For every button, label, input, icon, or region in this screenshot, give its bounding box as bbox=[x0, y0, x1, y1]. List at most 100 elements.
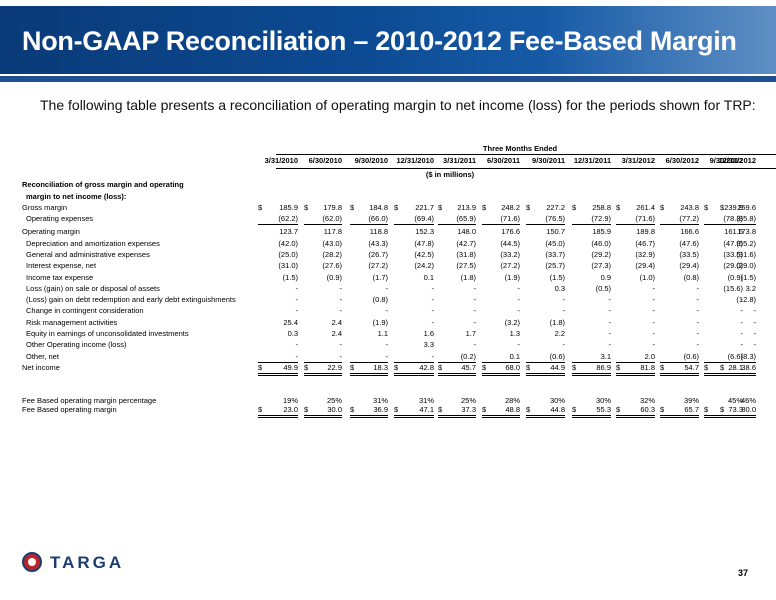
currency-symbol: $ bbox=[704, 362, 709, 372]
table-cell: 0.1 bbox=[509, 351, 520, 361]
table-cell: 1.6 bbox=[423, 329, 434, 338]
table-cell: - bbox=[385, 340, 389, 350]
table-cell: (0.9) bbox=[326, 272, 342, 282]
double-underline-rule bbox=[258, 372, 298, 376]
row-label: Change in contingent consideration bbox=[26, 306, 144, 316]
table-cell: (1.9) bbox=[504, 272, 520, 282]
table-cell: - bbox=[473, 283, 477, 293]
underline-rule bbox=[526, 361, 565, 363]
table-cell: 23.0 bbox=[283, 405, 298, 414]
row-label: Net income bbox=[22, 362, 60, 372]
table-cell: (33.5) bbox=[723, 249, 743, 259]
table-cell: - bbox=[431, 295, 435, 305]
table-cell: - bbox=[753, 317, 757, 327]
table-cell: - bbox=[652, 295, 656, 305]
table-cell: 185.9 bbox=[279, 203, 298, 212]
table-row: Depreciation and amortization expenses (4… bbox=[20, 239, 758, 249]
underline-rule bbox=[258, 361, 298, 363]
table-cell: 150.7 bbox=[546, 227, 565, 237]
underline-rule bbox=[304, 361, 342, 363]
table-cell: (0.8) bbox=[372, 295, 388, 305]
row-label: Risk management activities bbox=[26, 317, 118, 327]
table-cell: - bbox=[652, 340, 656, 350]
table-cell: (65.9) bbox=[456, 214, 476, 224]
underline-rule bbox=[616, 361, 655, 363]
row-label: Depreciation and amortization expenses bbox=[26, 238, 160, 248]
table-cell: - bbox=[517, 306, 521, 316]
table-cell: 60.3 bbox=[640, 405, 655, 414]
table-cell: - bbox=[517, 283, 521, 293]
table-row: (Loss) gain on debt redemption and early… bbox=[20, 295, 758, 305]
table-cell: (33.7) bbox=[545, 249, 565, 259]
table-cell: 0.3 bbox=[287, 329, 298, 338]
column-header: 3/31/2011 bbox=[443, 156, 476, 165]
table-cell: 68.0 bbox=[505, 362, 520, 372]
currency-symbol: $ bbox=[720, 203, 725, 212]
double-underline-rule bbox=[350, 415, 388, 418]
underline-rule bbox=[526, 224, 565, 226]
table-cell: 123.7 bbox=[279, 227, 298, 237]
underline-rule bbox=[304, 224, 342, 226]
table-cell: (26.7) bbox=[368, 249, 388, 259]
table-cell: (85.8) bbox=[736, 214, 756, 224]
currency-symbol: $ bbox=[304, 405, 309, 414]
table-cell: 73.3 bbox=[728, 405, 743, 414]
table-cell: - bbox=[652, 306, 656, 316]
table-cell: - bbox=[740, 306, 744, 316]
row-label: Operating expenses bbox=[26, 214, 94, 224]
table-cell: 1.1 bbox=[377, 329, 388, 338]
table-cell: - bbox=[339, 306, 343, 316]
currency-symbol: $ bbox=[350, 362, 355, 372]
table-cell: (43.3) bbox=[368, 238, 388, 248]
table-row: Other, net - - - - (0.2) 0.1 (0.6) 3.1 2.0 (0.6) (6… bbox=[20, 352, 758, 362]
table-cell: - bbox=[473, 340, 477, 350]
table-cell: (1.5) bbox=[740, 272, 756, 282]
title-banner bbox=[0, 6, 776, 74]
table-cell: 176.6 bbox=[501, 227, 520, 237]
table-cell: 45.7 bbox=[461, 362, 476, 372]
table-cell: 152.3 bbox=[415, 227, 434, 237]
table-cell: - bbox=[753, 306, 757, 316]
double-underline-rule bbox=[720, 415, 756, 418]
table-cell: (29.0) bbox=[736, 261, 756, 271]
table-cell: 184.8 bbox=[369, 203, 388, 212]
table-cell: (1.9) bbox=[372, 317, 388, 327]
currency-symbol: $ bbox=[660, 203, 665, 212]
table-cell: (27.5) bbox=[456, 261, 476, 271]
double-underline-rule bbox=[660, 372, 699, 376]
table-cell: 243.8 bbox=[680, 203, 699, 212]
underline-rule bbox=[720, 361, 756, 363]
row-label: Reconciliation of gross margin and opera… bbox=[22, 180, 184, 189]
table-cell: 44.9 bbox=[550, 362, 565, 372]
table-cell: (27.2) bbox=[500, 261, 520, 271]
table-cell: 31% bbox=[372, 396, 388, 405]
column-header: 6/30/2010 bbox=[308, 156, 342, 165]
table-cell: 185.9 bbox=[592, 227, 611, 237]
table-cell: (0.2) bbox=[460, 351, 476, 361]
table-cell: 36.9 bbox=[373, 405, 388, 414]
currency-symbol: $ bbox=[572, 405, 577, 414]
table-cell: - bbox=[696, 295, 700, 305]
table-cell: (0.6) bbox=[683, 351, 699, 361]
group-header-rule bbox=[276, 154, 776, 155]
table-cell: (46.0) bbox=[591, 238, 611, 248]
table-cell: - bbox=[517, 340, 521, 350]
table-cell: 239.9 bbox=[724, 203, 743, 212]
table-cell: (27.3) bbox=[591, 261, 611, 271]
column-header: 12/31/2012 bbox=[718, 156, 756, 165]
table-cell: - bbox=[339, 295, 343, 305]
table-cell: (15.6) bbox=[723, 283, 743, 293]
table-cell: 22.9 bbox=[327, 362, 342, 372]
currency-symbol: $ bbox=[572, 203, 577, 212]
currency-symbol: $ bbox=[258, 362, 263, 372]
double-underline-rule bbox=[304, 415, 342, 418]
table-cell: 48.8 bbox=[505, 405, 520, 414]
row-label: Other, net bbox=[26, 351, 59, 361]
table-cell: (47.6) bbox=[679, 238, 699, 248]
table-row: General and administrative expenses (25.0… bbox=[20, 250, 758, 260]
table-cell: (29.2) bbox=[591, 249, 611, 259]
row-label: General and administrative expenses bbox=[26, 249, 150, 259]
table-cell: 81.8 bbox=[640, 362, 655, 372]
underline-rule bbox=[394, 224, 434, 226]
table-cell: - bbox=[740, 329, 744, 338]
